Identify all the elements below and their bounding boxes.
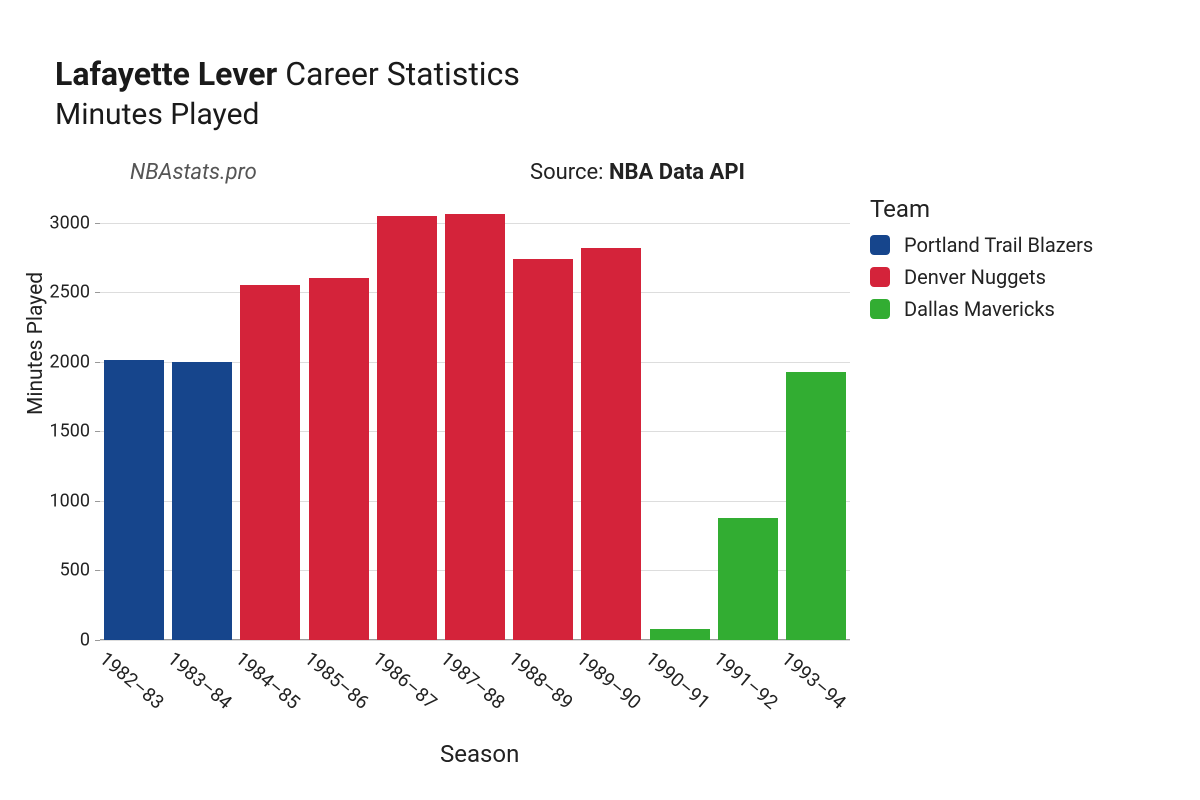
y-tick-mark	[95, 501, 100, 502]
bar	[309, 278, 369, 640]
source-attribution: Source: NBA Data API	[530, 160, 745, 185]
title-suffix: Career Statistics	[285, 55, 520, 93]
legend-title: Team	[870, 195, 1093, 223]
bar	[104, 360, 164, 640]
x-tick-label: 1987–88	[436, 647, 509, 714]
legend-item: Denver Nuggets	[870, 265, 1093, 289]
plot-area: 0500100015002000250030001982–831983–8419…	[100, 195, 850, 640]
y-tick-mark	[95, 640, 100, 641]
bar	[445, 214, 505, 640]
source-value: NBA Data API	[609, 160, 745, 185]
y-tick-label: 2500	[30, 282, 90, 303]
legend-label: Denver Nuggets	[904, 265, 1046, 289]
legend-label: Portland Trail Blazers	[904, 233, 1093, 257]
x-tick-label: 1983–84	[163, 647, 236, 714]
y-tick-label: 3000	[30, 212, 90, 233]
y-tick-label: 0	[30, 630, 90, 651]
x-tick-label: 1984–85	[232, 647, 305, 714]
y-tick-mark	[95, 223, 100, 224]
x-tick-label: 1988–89	[504, 647, 577, 714]
legend-item: Portland Trail Blazers	[870, 233, 1093, 257]
y-tick-mark	[95, 362, 100, 363]
chart-title: Lafayette Lever Career Statistics	[55, 55, 520, 93]
y-tick-mark	[95, 292, 100, 293]
bar	[786, 372, 846, 640]
source-label: Source:	[530, 160, 609, 185]
chart-title-block: Lafayette Lever Career Statistics Minute…	[55, 55, 520, 132]
x-tick-label: 1990–91	[641, 647, 714, 714]
x-tick-label: 1989–90	[573, 647, 646, 714]
legend: Team Portland Trail Blazers Denver Nugget…	[870, 195, 1093, 329]
grid-line	[100, 640, 850, 641]
x-tick-label: 1985–86	[300, 647, 373, 714]
y-tick-mark	[95, 570, 100, 571]
x-tick-label: 1991–92	[709, 647, 782, 714]
x-tick-label: 1982–83	[95, 647, 168, 714]
y-tick-label: 1500	[30, 421, 90, 442]
watermark: NBAstats.pro	[130, 160, 257, 185]
y-tick-mark	[95, 431, 100, 432]
legend-item: Dallas Mavericks	[870, 297, 1093, 321]
bar	[240, 285, 300, 640]
bar	[172, 362, 232, 640]
y-tick-label: 1000	[30, 490, 90, 511]
legend-swatch	[870, 299, 890, 319]
bar	[513, 259, 573, 640]
legend-swatch	[870, 267, 890, 287]
chart-subtitle: Minutes Played	[55, 97, 520, 132]
legend-label: Dallas Mavericks	[904, 297, 1055, 321]
y-tick-label: 2000	[30, 351, 90, 372]
x-tick-label: 1993–94	[777, 647, 850, 714]
bar	[650, 629, 710, 640]
y-tick-label: 500	[30, 560, 90, 581]
bar	[581, 248, 641, 640]
x-axis-title: Season	[440, 740, 519, 768]
bar	[377, 216, 437, 640]
x-tick-label: 1986–87	[368, 647, 441, 714]
legend-swatch	[870, 235, 890, 255]
bar	[718, 518, 778, 640]
player-name: Lafayette Lever	[55, 55, 277, 93]
